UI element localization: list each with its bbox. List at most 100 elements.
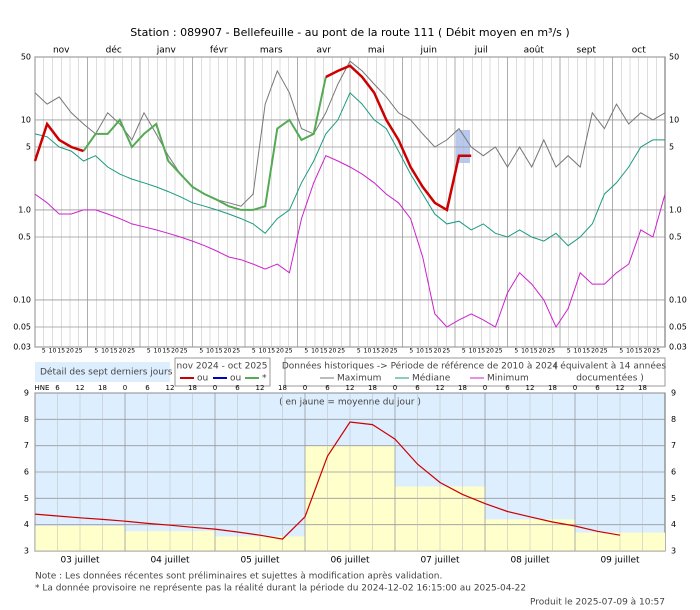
hour-label: 6 [415, 384, 420, 392]
hour-label: 0 [123, 384, 127, 392]
y-tick-label: 0.10 [13, 295, 31, 304]
y-tick-label: 5 [24, 494, 29, 503]
day-label: 20 [224, 348, 232, 355]
day-label: 10 [154, 348, 162, 355]
day-label: 10 [206, 348, 214, 355]
note: Note : Les données récentes sont prélimi… [35, 571, 442, 582]
y-tick-label-right: 3 [671, 547, 676, 556]
hour-label: 0 [213, 384, 217, 392]
hour-label: 12 [436, 384, 445, 392]
produced: Produit le 2025-07-09 à 10:57 [530, 598, 665, 608]
day-label: 20 [119, 348, 127, 355]
day-label: 15 [372, 348, 380, 355]
day-label: 06 juillet [330, 556, 370, 566]
chart-title: Station : 089907 - Bellefeuille - au pon… [130, 26, 569, 39]
day-label: 20 [591, 348, 599, 355]
month-label: août [524, 46, 545, 56]
day-label: 07 juillet [420, 556, 460, 566]
day-label: 5 [514, 348, 518, 355]
hour-label: 6 [505, 384, 510, 392]
day-label: 20 [486, 348, 494, 355]
y-tick-label-right: 0.10 [669, 295, 687, 304]
hour-label: 12 [526, 384, 535, 392]
day-label: 20 [329, 348, 337, 355]
day-label: 5 [304, 348, 308, 355]
day-label: 09 juillet [600, 556, 640, 566]
hour-label: 6 [145, 384, 150, 392]
y-tick-label-right: 10 [669, 115, 679, 124]
hour-label: 18 [98, 384, 107, 392]
legend-years: documentées ) [576, 373, 644, 384]
day-label: 10 [469, 348, 477, 355]
day-label: 15 [57, 348, 65, 355]
day-label: 04 juillet [150, 556, 190, 566]
month-label: févr [210, 45, 228, 56]
day-label: 25 [180, 348, 188, 355]
day-label: 20 [644, 348, 652, 355]
day-label: 15 [162, 348, 170, 355]
y-tick-label-right: 0.05 [669, 323, 687, 332]
hourly-line [34, 421, 621, 540]
y-tick-label-right: 0.5 [669, 233, 682, 242]
day-label: 10 [101, 348, 109, 355]
series-line [34, 60, 666, 207]
day-label: 5 [619, 348, 623, 355]
day-label: 15 [267, 348, 275, 355]
hour-label: 12 [256, 384, 265, 392]
day-label: 20 [381, 348, 389, 355]
day-label: 25 [75, 348, 83, 355]
hour-label: 18 [458, 384, 467, 392]
hour-label: 12 [76, 384, 85, 392]
month-label: juil [474, 46, 488, 56]
month-label: mai [368, 46, 385, 56]
day-label: 25 [390, 348, 398, 355]
day-label: 15 [425, 348, 433, 355]
legend-label: * [262, 374, 267, 384]
day-label: 25 [600, 348, 608, 355]
y-tick-label-right: 5 [671, 494, 676, 503]
hour-label: 0 [483, 384, 487, 392]
day-label: 10 [574, 348, 582, 355]
legend-period-box [174, 357, 271, 387]
day-label: 15 [582, 348, 590, 355]
month-label: mars [260, 46, 283, 56]
series-line [82, 76, 327, 211]
hour-label: 6 [595, 384, 600, 392]
series-line [34, 91, 665, 247]
legend-detail-box [35, 362, 170, 382]
hour-label: 12 [616, 384, 625, 392]
y-tick-label-right: 0.03 [669, 343, 687, 352]
day-label: 5 [357, 348, 361, 355]
day-label: 10 [626, 348, 634, 355]
legend-label: Maximum [337, 374, 381, 384]
day-label: 15 [215, 348, 223, 355]
y-tick-label-right: 50 [669, 53, 679, 62]
y-tick-label: 8 [24, 415, 29, 424]
hour-label: 18 [188, 384, 197, 392]
y-tick-label: 5 [26, 143, 31, 152]
day-label: 20 [434, 348, 442, 355]
y-tick-label: 9 [24, 389, 29, 398]
day-label: 5 [42, 348, 46, 355]
y-tick-label: 10 [21, 115, 31, 124]
y-tick-label: 0.03 [13, 343, 31, 352]
day-label: 25 [652, 348, 660, 355]
month-label: avr [316, 46, 331, 56]
hour-label: HNE [35, 384, 50, 392]
y-tick-label: 50 [21, 53, 31, 62]
day-label: 25 [285, 348, 293, 355]
y-tick-label-right: 5 [669, 143, 674, 152]
hour-label: 12 [166, 384, 175, 392]
hour-label: 18 [548, 384, 557, 392]
day-label: 15 [635, 348, 643, 355]
month-label: nov [53, 46, 70, 56]
month-label: déc [106, 45, 122, 56]
day-label: 25 [495, 348, 503, 355]
legend-label: Médiane [412, 373, 451, 384]
y-tick-label: 4 [24, 520, 29, 529]
month-label: janv [156, 46, 177, 56]
day-label: 5 [199, 348, 203, 355]
legend-detail: Détail des sept derniers jours [40, 367, 173, 378]
month-label: oct [632, 46, 646, 56]
day-label: 15 [320, 348, 328, 355]
